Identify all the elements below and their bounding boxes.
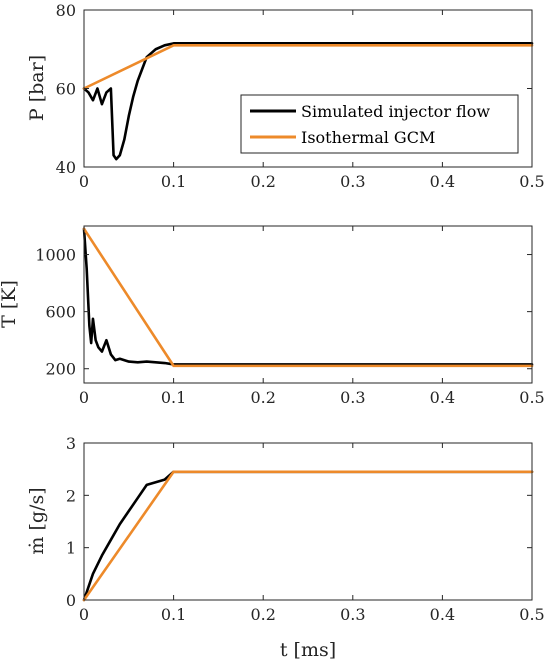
massflow-xtick-label: 0.1 xyxy=(161,605,186,624)
temperature-xtick-label: 0.4 xyxy=(430,388,455,407)
pressure-series-gcm xyxy=(82,44,534,90)
massflow-ytick-label: 0 xyxy=(66,591,76,610)
temperature-ytick-label: 1000 xyxy=(35,246,76,265)
massflow-xtick-label: 0.4 xyxy=(430,605,455,624)
temperature-axes-box xyxy=(83,225,533,384)
temperature-ylabel: T [K] xyxy=(0,280,20,328)
massflow-series-simulated xyxy=(82,470,534,602)
massflow-xtick-label: 0.2 xyxy=(250,605,275,624)
pressure-ytick-label: 80 xyxy=(56,1,76,20)
pressure-xtick-label: 0.5 xyxy=(519,172,544,191)
massflow-ytick-label: 3 xyxy=(66,434,76,453)
pressure-xtick-label: 0.2 xyxy=(250,172,275,191)
pressure-ytick-label: 40 xyxy=(56,158,76,177)
legend-label-gcm: Isothermal GCM xyxy=(301,128,435,147)
temperature-series-gcm xyxy=(82,227,534,368)
legend: Simulated injector flow Isothermal GCM xyxy=(240,94,519,154)
pressure-series-simulated xyxy=(82,42,534,161)
massflow-ytick-label: 2 xyxy=(66,486,76,505)
pressure-xtick-label: 0.1 xyxy=(161,172,186,191)
pressure-panel: 0 0.1 0.2 0.3 0.4 0.5 40 60 80 P [bar] Simulated… xyxy=(26,1,545,191)
temperature-xtick-label: 0.3 xyxy=(340,388,365,407)
pressure-xtick-label: 0 xyxy=(79,172,89,191)
temperature-panel: 0 0.1 0.2 0.3 0.4 0.5 200 600 1000 T [K] xyxy=(0,225,545,407)
temperature-ytick-label: 200 xyxy=(45,360,76,379)
massflow-xtick-label: 0.3 xyxy=(340,605,365,624)
pressure-xtick-label: 0.3 xyxy=(340,172,365,191)
legend-box xyxy=(240,94,519,154)
massflow-xtick-label: 0.5 xyxy=(519,605,544,624)
legend-label-simulated: Simulated injector flow xyxy=(301,102,490,121)
massflow-panel: 0 0.1 0.2 0.3 0.4 0.5 0 1 2 3 ṁ [g/s] t [ms] xyxy=(26,434,545,661)
temperature-xtick-label: 0.2 xyxy=(250,388,275,407)
pressure-ylabel: P [bar] xyxy=(26,55,48,121)
massflow-ylabel: ṁ [g/s] xyxy=(26,487,48,554)
massflow-axes-box xyxy=(83,442,533,601)
massflow-series-gcm xyxy=(82,470,534,602)
massflow-ytick-label: 1 xyxy=(66,539,76,558)
massflow-xtick-label: 0 xyxy=(79,605,89,624)
temperature-ytick-label: 600 xyxy=(45,303,76,322)
temperature-xtick-label: 0.5 xyxy=(519,388,544,407)
pressure-ytick-label: 60 xyxy=(56,80,76,99)
temperature-xtick-label: 0 xyxy=(79,388,89,407)
pressure-xtick-label: 0.4 xyxy=(430,172,455,191)
temperature-xtick-label: 0.1 xyxy=(161,388,186,407)
time-xlabel: t [ms] xyxy=(280,639,336,661)
temperature-series-simulated xyxy=(82,227,534,366)
